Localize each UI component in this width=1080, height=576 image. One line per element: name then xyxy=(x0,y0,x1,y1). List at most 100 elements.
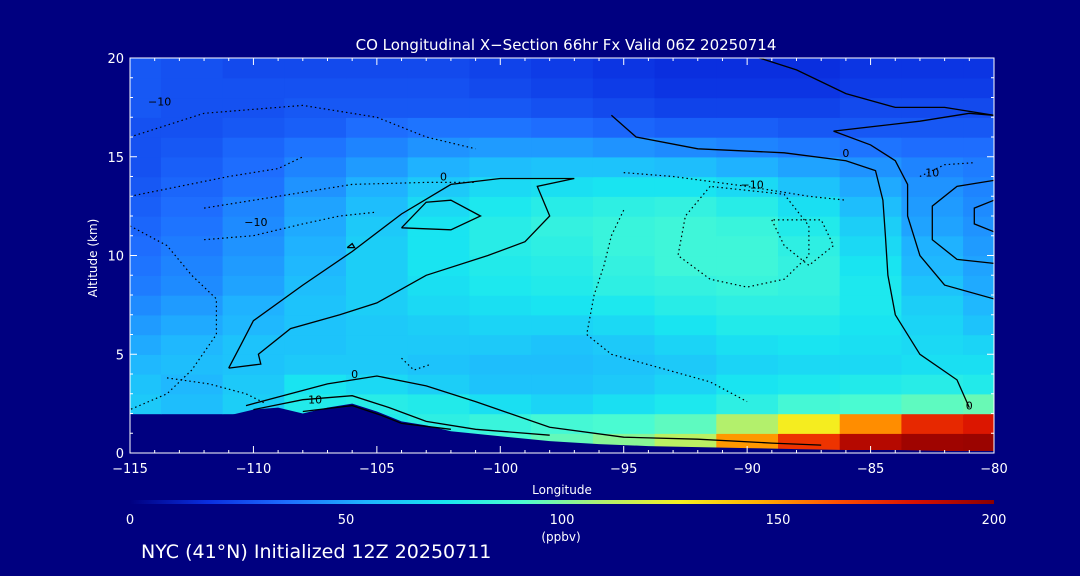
field-cell xyxy=(284,354,347,375)
field-cell xyxy=(654,374,717,395)
contour-line-dotted xyxy=(677,185,810,288)
x-tick-label: −105 xyxy=(359,462,395,477)
field-cell xyxy=(346,156,409,178)
field-cell xyxy=(160,314,224,336)
field-cell xyxy=(130,255,162,276)
field-cell xyxy=(654,275,717,296)
field-cell xyxy=(963,374,994,395)
field-cell xyxy=(716,295,779,316)
field-cell xyxy=(130,235,162,257)
field-cell xyxy=(592,97,656,118)
field-cell xyxy=(654,117,717,138)
field-cell xyxy=(222,176,285,197)
field-cell xyxy=(222,314,285,336)
field-cell xyxy=(778,176,841,197)
field-cell xyxy=(346,235,409,257)
field-cell xyxy=(130,314,162,336)
field-cell xyxy=(130,216,162,237)
field-cell xyxy=(963,295,994,316)
field-cell xyxy=(407,334,470,355)
field-cell xyxy=(469,156,532,178)
field-cell xyxy=(531,275,594,296)
field-cell xyxy=(901,354,964,375)
field-cell xyxy=(160,117,224,138)
contour-label: 0 xyxy=(842,147,849,160)
x-tick-label: −115 xyxy=(112,462,148,477)
contour-line-solid xyxy=(610,114,970,408)
field-cell xyxy=(654,196,717,217)
colorbar-ticks: 0 50 100 150 200 xyxy=(126,513,1007,528)
field-cell xyxy=(654,137,717,158)
contour-line-solid xyxy=(228,177,575,369)
x-axis: −115 −110 −105 −100 −95 −90 −85 −80 xyxy=(112,58,1008,477)
field-cell xyxy=(130,117,162,138)
field-cell xyxy=(901,334,964,355)
footer-init-label: NYC (41°N) Initialized 12Z 20250711 xyxy=(141,541,492,563)
contour-line-solid xyxy=(833,112,994,132)
field-cell xyxy=(284,216,347,237)
field-cell xyxy=(284,77,347,99)
field-cell xyxy=(901,374,964,395)
field-cell xyxy=(716,77,779,99)
field-cell xyxy=(130,137,162,158)
field-cell xyxy=(222,374,285,395)
field-cell xyxy=(963,314,994,336)
field-cell xyxy=(963,58,994,79)
field-cell xyxy=(592,413,656,434)
field-cell xyxy=(469,216,532,237)
field-cell xyxy=(469,393,532,415)
field-cell xyxy=(654,176,717,197)
field-cell xyxy=(963,354,994,375)
field-cell xyxy=(654,354,717,375)
field-cell xyxy=(901,235,964,257)
field-cell xyxy=(130,77,162,99)
field-cell xyxy=(592,354,656,375)
field-cell xyxy=(716,374,779,395)
field-cell xyxy=(839,156,902,178)
field-cell xyxy=(592,374,656,395)
field-cell xyxy=(963,334,994,355)
field-cell xyxy=(839,433,902,453)
contour-line-solid xyxy=(253,395,550,436)
field-cell xyxy=(531,314,594,336)
field-cell xyxy=(654,58,717,79)
field-cell xyxy=(839,354,902,375)
contour-label: −10 xyxy=(244,216,267,229)
colorbar-gradient xyxy=(130,500,994,504)
contour-line-dotted xyxy=(623,172,846,201)
field-cell xyxy=(407,176,470,197)
contour-line-dotted xyxy=(919,162,975,178)
field-cell xyxy=(592,58,656,79)
field-cell xyxy=(901,275,964,296)
field-cell xyxy=(592,314,656,336)
field-cell xyxy=(469,97,532,118)
field-cell xyxy=(469,176,532,197)
field-cell xyxy=(592,393,656,415)
field-cell xyxy=(407,97,470,118)
field-cell xyxy=(654,334,717,355)
field-cell xyxy=(222,58,285,79)
field-cell xyxy=(407,77,470,99)
field-cell xyxy=(130,275,162,296)
x-tick-label: −90 xyxy=(733,462,760,477)
field-cell xyxy=(531,97,594,118)
field-cell xyxy=(160,137,224,158)
field-cell xyxy=(284,334,347,355)
field-cell xyxy=(654,393,717,415)
field-cell xyxy=(901,137,964,158)
field-cell xyxy=(592,117,656,138)
contour-line-solid xyxy=(302,404,451,430)
x-tick-label: −100 xyxy=(482,462,518,477)
y-tick-label: 5 xyxy=(116,348,124,363)
field-cell xyxy=(407,255,470,276)
field-cell xyxy=(778,354,841,375)
field-cell xyxy=(592,255,656,276)
field-cell xyxy=(716,156,779,178)
field-cell xyxy=(222,77,285,99)
field-cell xyxy=(531,354,594,375)
field-cell xyxy=(284,255,347,276)
field-cell xyxy=(346,137,409,158)
field-cell xyxy=(160,176,224,197)
field-cell xyxy=(222,137,285,158)
field-cell xyxy=(160,354,224,375)
